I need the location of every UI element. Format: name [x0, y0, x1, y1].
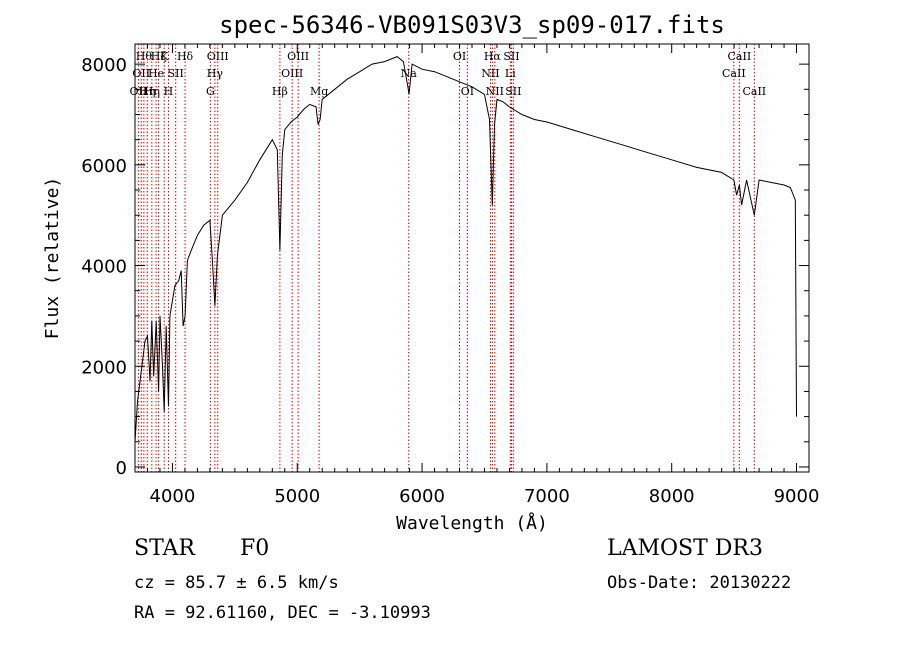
spectrum-series	[134, 56, 797, 442]
line-marker-label-24: Li	[505, 67, 516, 80]
x-tick-label-0: 4000	[150, 486, 196, 507]
y-tick-label-4: 8000	[81, 55, 127, 76]
y-tick-label-1: 2000	[81, 357, 127, 378]
line-marker-label-22: Hα	[484, 50, 502, 63]
line-marker-label-25: SII	[503, 50, 519, 63]
line-marker-label-1: OII	[132, 67, 150, 80]
line-marker-label-21: NII	[481, 67, 499, 80]
plot-frame	[134, 43, 810, 473]
y-tick-label-3: 6000	[81, 156, 127, 177]
line-marker-label-26: SII	[505, 85, 521, 98]
x-tick-label-5: 9000	[774, 486, 820, 507]
line-markers	[137, 44, 755, 472]
line-marker-label-9: SII	[168, 67, 184, 80]
line-marker-label-19: OI	[453, 50, 466, 63]
line-marker-label-15: OIII	[281, 67, 303, 80]
line-marker-label-6: Hζ	[151, 50, 167, 63]
line-marker-label-23: NII	[486, 85, 504, 98]
x-tick-label-3: 7000	[524, 486, 570, 507]
y-axis-label: Flux (relative)	[42, 177, 63, 340]
line-marker-label-13: OIII	[207, 50, 229, 63]
line-marker-label-29: CaII	[742, 85, 766, 98]
line-marker-label-4: Hη	[144, 85, 160, 98]
x-tick-label-2: 6000	[399, 486, 445, 507]
redshift-velocity: cz = 85.7 ± 6.5 km/s	[134, 573, 339, 593]
object-subclass: F0	[240, 536, 270, 561]
spectrum-line-0	[134, 56, 797, 442]
ra-dec-coordinates: RA = 92.61160, DEC = -3.10993	[134, 603, 431, 623]
line-marker-label-8: H	[164, 85, 174, 98]
line-marker-label-3: Hη	[139, 85, 155, 98]
line-marker-label-11: G	[206, 85, 215, 98]
line-marker-label-10: Hδ	[177, 50, 194, 63]
y-tick-label-2: 4000	[81, 257, 127, 278]
line-marker-label-28: CaII	[728, 50, 752, 63]
line-marker-label-16: OIII	[287, 50, 309, 63]
line-marker-label-7: K	[160, 50, 169, 63]
survey-name: LAMOST DR3	[607, 536, 763, 561]
x-axis-label: Wavelength (Å)	[396, 512, 548, 534]
line-marker-label-18: Na	[401, 67, 418, 80]
line-marker-label-20: OI	[461, 85, 474, 98]
x-tick-label-4: 8000	[649, 486, 695, 507]
observation-date: Obs-Date: 20130222	[607, 573, 792, 593]
y-tick-label-0: 0	[116, 458, 127, 479]
line-marker-label-14: Hβ	[272, 85, 288, 98]
line-marker-label-12: Hγ	[207, 67, 224, 80]
axes: 4000 5000 6000 7000 8000 9000 0 2000 4000 6000 800…	[81, 43, 820, 507]
line-marker-label-2: Hθ	[136, 50, 153, 63]
x-tick-label-1: 5000	[274, 486, 320, 507]
object-class: STAR	[134, 536, 195, 561]
chart-title: spec-56346-VB091S03V3_sp09-017.fits	[219, 11, 725, 39]
line-marker-label-27: CaII	[722, 67, 746, 80]
line-marker-label-5: He	[148, 67, 164, 80]
line-marker-label-17: Mg	[310, 85, 328, 98]
line-marker-label-0: OII	[130, 85, 148, 98]
